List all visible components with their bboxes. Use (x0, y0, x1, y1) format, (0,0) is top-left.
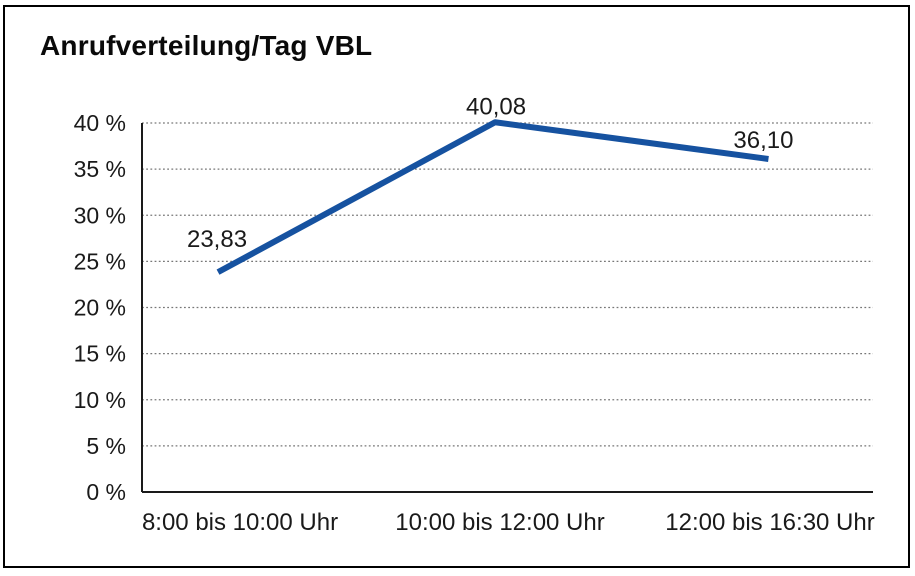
y-tick-label: 20 % (74, 295, 126, 321)
y-tick-label: 25 % (74, 248, 126, 274)
y-tick-label: 5 % (86, 433, 126, 459)
chart-title: Anrufverteilung/Tag VBL (40, 30, 373, 61)
y-tick-label: 30 % (74, 202, 126, 228)
y-tick-label: 35 % (74, 156, 126, 182)
data-label: 23,83 (187, 226, 247, 253)
x-tick-label: 12:00 bis 16:30 Uhr (665, 509, 874, 536)
y-tick-label: 0 % (86, 479, 126, 505)
chart-border-frame (3, 5, 910, 568)
data-line (216, 119, 769, 275)
x-tick-label: 10:00 bis 12:00 Uhr (395, 509, 604, 536)
x-tick-label: 8:00 bis 10:00 Uhr (142, 509, 338, 536)
data-label: 40,08 (466, 93, 526, 120)
data-label: 36,10 (733, 127, 793, 154)
y-tick-label: 15 % (74, 341, 126, 367)
y-tick-label: 40 % (74, 110, 126, 136)
y-tick-label: 10 % (74, 387, 126, 413)
